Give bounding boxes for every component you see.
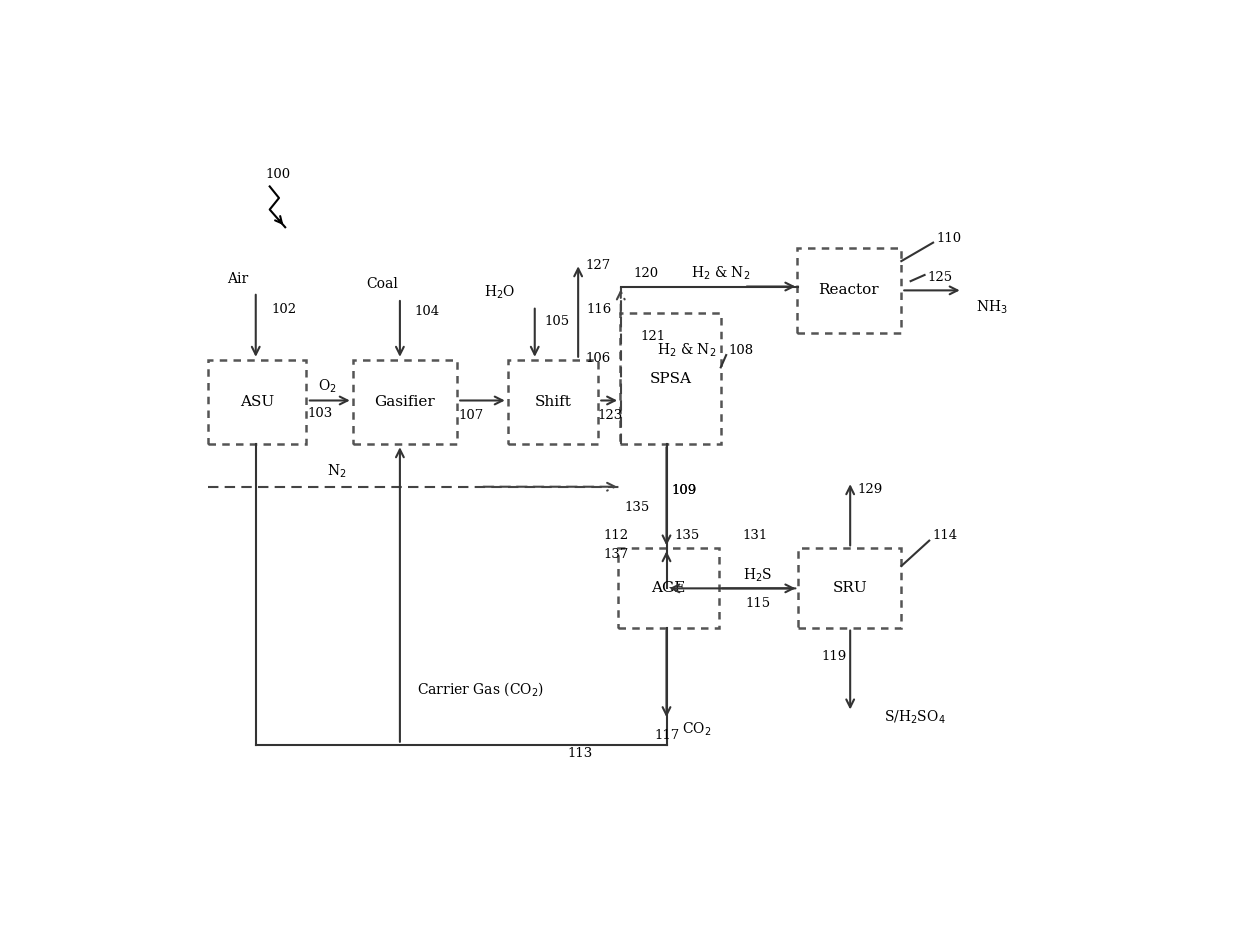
Text: 104: 104 [414,306,440,318]
Text: 131: 131 [743,529,768,542]
Text: Shift: Shift [534,395,572,409]
Text: H$_2$S: H$_2$S [743,566,771,584]
Text: S/H$_2$SO$_4$: S/H$_2$SO$_4$ [883,709,945,727]
Text: 109: 109 [672,484,697,497]
Bar [507,360,598,445]
Text: ASU: ASU [239,395,274,409]
Text: 129: 129 [858,482,883,496]
Bar [207,360,306,445]
Text: 105: 105 [544,314,570,328]
Text: 123: 123 [598,410,622,422]
Text: Carrier Gas (CO$_2$): Carrier Gas (CO$_2$) [417,681,544,699]
Bar [799,548,901,628]
Text: SPSA: SPSA [650,372,692,386]
Text: 112: 112 [603,529,629,542]
Bar [352,360,458,445]
Text: 135: 135 [625,501,650,514]
Text: 107: 107 [459,410,484,422]
Text: 121: 121 [640,330,666,343]
Text: 100: 100 [265,168,291,181]
Text: 113: 113 [567,748,593,761]
Text: 125: 125 [928,271,952,284]
Bar [796,248,900,332]
Text: 103: 103 [308,407,332,420]
Text: 116: 116 [587,303,611,316]
Text: 119: 119 [821,649,847,663]
Text: 120: 120 [634,267,658,280]
Text: 110: 110 [936,231,961,244]
Text: H$_2$O: H$_2$O [484,283,516,300]
Text: 109: 109 [672,484,697,497]
Text: 115: 115 [745,598,771,610]
Bar [618,548,719,628]
Text: 137: 137 [603,548,629,561]
Text: CO$_2$: CO$_2$ [682,720,712,738]
Text: O$_2$: O$_2$ [317,378,336,396]
Text: Coal: Coal [366,278,398,291]
Text: 102: 102 [272,303,296,316]
Bar [620,313,720,445]
Text: 127: 127 [585,260,611,272]
Text: 108: 108 [729,344,754,357]
Text: Gasifier: Gasifier [374,395,435,409]
Text: Reactor: Reactor [818,283,879,297]
Text: N$_2$: N$_2$ [327,463,347,480]
Text: 106: 106 [585,351,611,364]
Text: SRU: SRU [832,581,867,595]
Text: H$_2$ & N$_2$: H$_2$ & N$_2$ [657,342,717,359]
Text: Air: Air [227,272,248,286]
Text: AGE: AGE [651,581,686,595]
Text: H$_2$ & N$_2$: H$_2$ & N$_2$ [691,264,750,282]
Text: NH$_3$: NH$_3$ [977,298,1008,316]
Text: 114: 114 [932,529,957,542]
Text: 135: 135 [675,529,699,542]
Text: 117: 117 [655,729,680,742]
